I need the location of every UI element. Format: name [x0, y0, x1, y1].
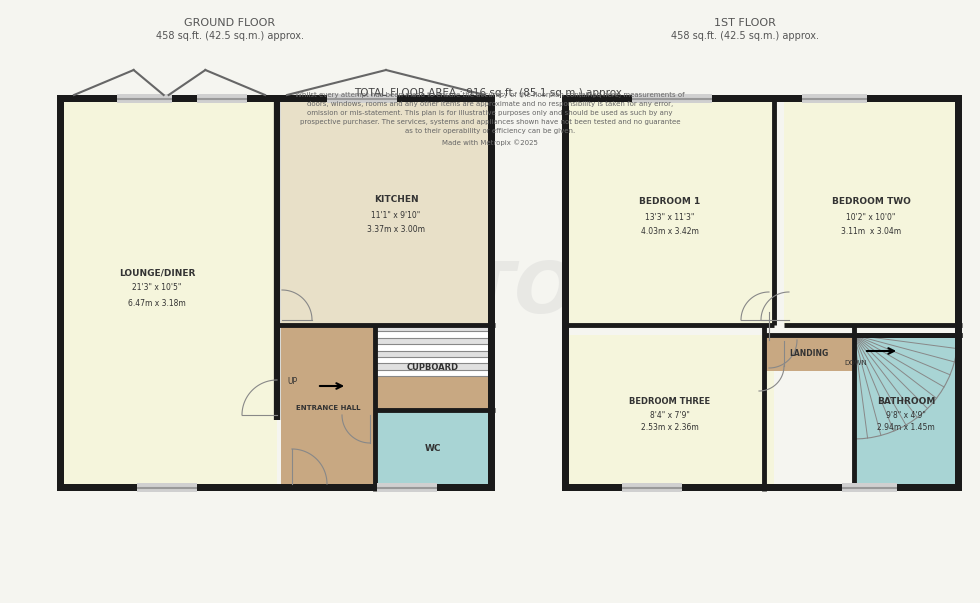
- Text: TOTAL FLOOR AREA : 916 sq.ft. (85.1 sq.m.) approx.: TOTAL FLOOR AREA : 916 sq.ft. (85.1 sq.m…: [355, 88, 625, 98]
- Text: BEDROOM THREE: BEDROOM THREE: [629, 397, 710, 405]
- Bar: [375, 410, 491, 487]
- Bar: [562, 95, 962, 102]
- Bar: [632, 94, 712, 103]
- Bar: [57, 95, 64, 491]
- Bar: [562, 484, 962, 491]
- Bar: [375, 338, 491, 344]
- Text: 458 sq.ft. (42.5 sq.m.) approx.: 458 sq.ft. (42.5 sq.m.) approx.: [156, 31, 304, 41]
- Text: ENTRANCE HALL: ENTRANCE HALL: [296, 405, 361, 411]
- Text: BATHROOM: BATHROOM: [877, 397, 935, 405]
- Text: BEDROOM TWO: BEDROOM TWO: [832, 198, 910, 206]
- Bar: [802, 94, 867, 103]
- Bar: [61, 99, 277, 487]
- Text: Whilst every attempt has been made to ensure the accuracy of the floorplan conta: Whilst every attempt has been made to en…: [295, 92, 685, 134]
- Text: WC: WC: [424, 444, 441, 453]
- Text: 11'1" x 9'10": 11'1" x 9'10": [371, 210, 420, 219]
- Bar: [784, 99, 958, 325]
- Bar: [764, 335, 854, 371]
- Bar: [375, 325, 491, 332]
- Text: BEDROOM 1: BEDROOM 1: [639, 198, 701, 206]
- Bar: [375, 357, 491, 363]
- Text: 2.94m x 1.45m: 2.94m x 1.45m: [877, 423, 935, 432]
- Text: LANDING: LANDING: [789, 349, 829, 358]
- Bar: [566, 335, 774, 487]
- Bar: [197, 94, 247, 103]
- Text: 4.03m x 3.42m: 4.03m x 3.42m: [641, 227, 699, 236]
- Text: 13'3" x 11'3": 13'3" x 11'3": [645, 212, 695, 221]
- Text: Made with Metropix ©2025: Made with Metropix ©2025: [442, 140, 538, 147]
- Text: 21'3" x 10'5": 21'3" x 10'5": [132, 283, 181, 292]
- Bar: [375, 350, 491, 357]
- Text: 9'8" x 4'9": 9'8" x 4'9": [886, 411, 926, 420]
- Bar: [842, 483, 897, 492]
- Bar: [57, 95, 495, 102]
- Text: 6.47m x 3.18m: 6.47m x 3.18m: [128, 298, 186, 308]
- Bar: [137, 483, 197, 492]
- Bar: [377, 483, 437, 492]
- Bar: [562, 95, 569, 491]
- Bar: [375, 363, 491, 370]
- Text: DOWN: DOWN: [844, 360, 866, 366]
- Text: KITCHEN: KITCHEN: [373, 195, 418, 204]
- Text: 3.37m x 3.00m: 3.37m x 3.00m: [367, 224, 425, 233]
- Bar: [488, 95, 495, 491]
- Bar: [375, 344, 491, 350]
- Text: UP: UP: [287, 376, 297, 385]
- Bar: [854, 335, 958, 487]
- Text: 8'4" x 7'9": 8'4" x 7'9": [650, 411, 690, 420]
- Text: 1ST FLOOR: 1ST FLOOR: [714, 18, 776, 28]
- Bar: [566, 99, 774, 325]
- Bar: [281, 325, 375, 487]
- Bar: [57, 484, 495, 491]
- Text: HORTONS: HORTONS: [291, 259, 689, 327]
- Text: CUPBOARD: CUPBOARD: [407, 363, 459, 372]
- Bar: [375, 370, 491, 376]
- Bar: [375, 332, 491, 338]
- Bar: [117, 94, 172, 103]
- Text: 10'2" x 10'0": 10'2" x 10'0": [847, 212, 896, 221]
- Text: 2.53m x 2.36m: 2.53m x 2.36m: [641, 423, 699, 432]
- Text: GROUND FLOOR: GROUND FLOOR: [184, 18, 275, 28]
- Bar: [327, 94, 397, 103]
- Bar: [281, 99, 491, 325]
- Text: 458 sq.ft. (42.5 sq.m.) approx.: 458 sq.ft. (42.5 sq.m.) approx.: [671, 31, 819, 41]
- Text: 3.11m  x 3.04m: 3.11m x 3.04m: [841, 227, 901, 236]
- Text: LOUNGE/DINER: LOUNGE/DINER: [119, 268, 195, 277]
- Bar: [622, 483, 682, 492]
- Bar: [375, 325, 491, 410]
- Bar: [955, 95, 962, 491]
